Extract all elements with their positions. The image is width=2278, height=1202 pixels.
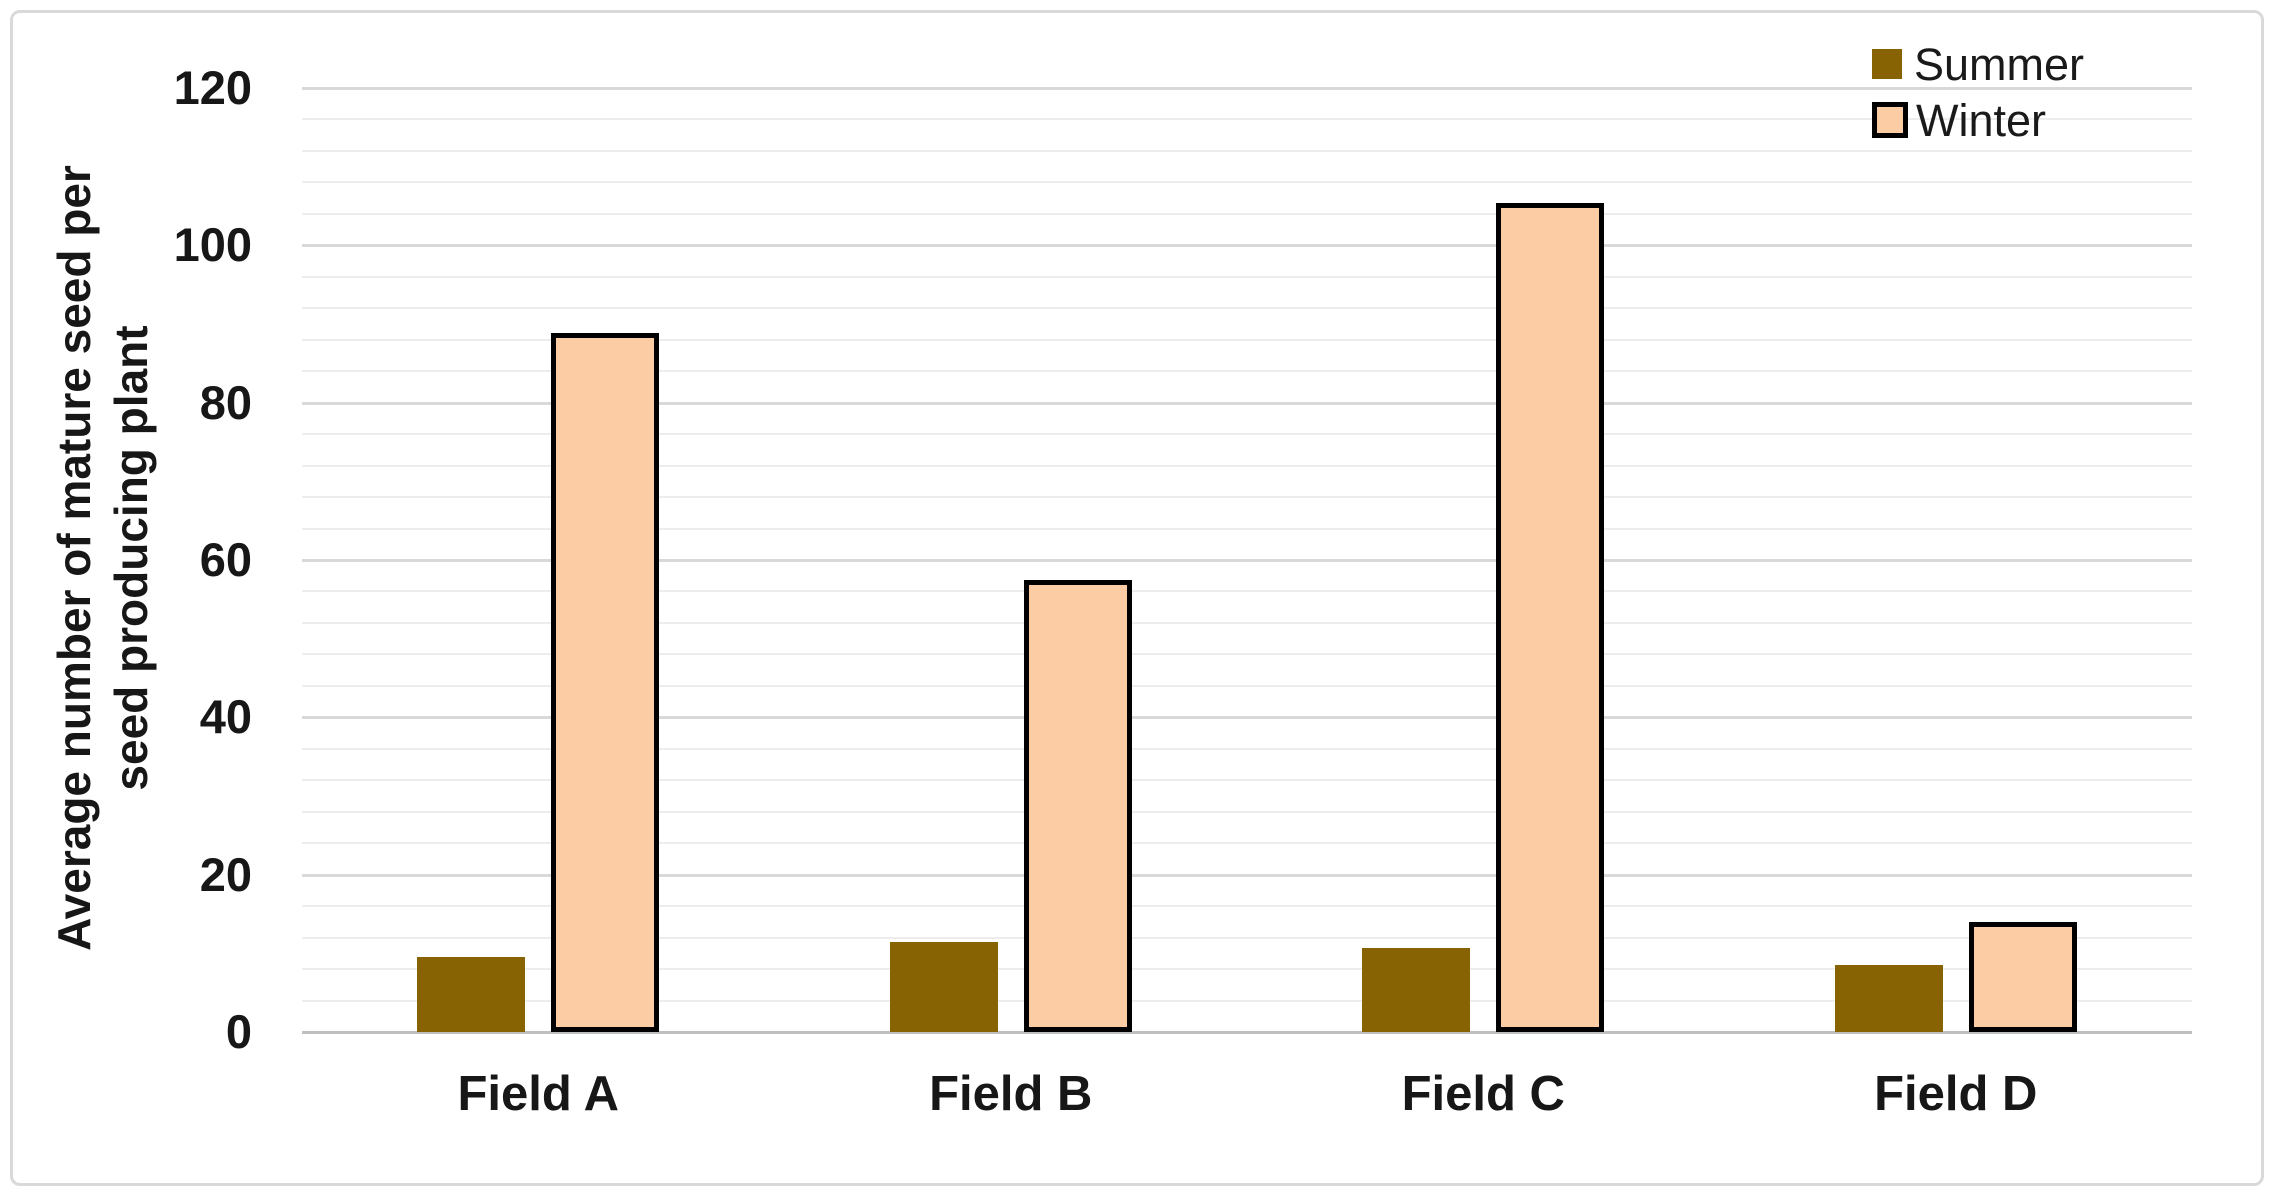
bar-winter-field-d — [1968, 921, 2077, 1032]
legend-label-winter: Winter — [1916, 94, 2047, 146]
x-category-label-field-b: Field B — [929, 1067, 1093, 1121]
minor-gridline — [302, 212, 2192, 215]
x-category-label-field-d: Field D — [1874, 1067, 2038, 1121]
minor-gridline — [302, 307, 2192, 310]
chart-border — [10, 10, 2264, 1186]
major-gridline — [302, 873, 2192, 877]
major-gridline — [302, 559, 2192, 562]
major-gridline — [302, 716, 2192, 720]
minor-gridline — [302, 653, 2192, 656]
minor-gridline — [302, 621, 2192, 624]
y-tick-label: 40 — [199, 690, 252, 744]
bar-winter-field-a — [551, 333, 660, 1032]
minor-gridline — [302, 149, 2192, 152]
minor-gridline — [302, 936, 2192, 939]
bar-winter-field-b — [1023, 580, 1132, 1032]
minor-gridline — [302, 905, 2192, 908]
x-category-label-field-a: Field A — [457, 1067, 620, 1121]
minor-gridline — [302, 118, 2192, 121]
legend-item-summer: Summer — [1872, 36, 2084, 92]
legend: Summer Winter — [1872, 36, 2084, 148]
bar-summer-field-b — [889, 942, 998, 1032]
x-axis-line — [302, 1031, 2192, 1034]
x-category-label-field-c: Field C — [1401, 1067, 1565, 1121]
minor-gridline — [302, 464, 2192, 467]
y-tick-label: 100 — [173, 218, 252, 272]
minor-gridline — [302, 684, 2192, 687]
minor-gridline — [302, 999, 2192, 1002]
minor-gridline — [302, 810, 2192, 813]
legend-marker-summer — [1872, 49, 1902, 79]
bar-summer-field-d — [1834, 965, 1943, 1032]
minor-gridline — [302, 433, 2192, 436]
major-gridline — [302, 401, 2192, 405]
y-tick-label: 20 — [199, 847, 252, 901]
minor-gridline — [302, 496, 2192, 499]
y-tick-label: 120 — [173, 61, 252, 114]
legend-label-summer: Summer — [1914, 38, 2085, 90]
bar-summer-field-a — [417, 957, 526, 1032]
minor-gridline — [302, 968, 2192, 971]
minor-gridline — [302, 181, 2192, 184]
y-tick-label: 80 — [199, 375, 252, 429]
minor-gridline — [302, 370, 2192, 373]
minor-gridline — [302, 842, 2192, 845]
major-gridline — [302, 87, 2192, 90]
minor-gridline — [302, 590, 2192, 593]
minor-gridline — [302, 747, 2192, 750]
legend-marker-winter — [1872, 102, 1908, 138]
y-tick-label: 0 — [225, 1005, 252, 1058]
minor-gridline — [302, 779, 2192, 782]
bar-summer-field-c — [1362, 947, 1471, 1032]
minor-gridline — [302, 275, 2192, 278]
legend-item-winter: Winter — [1872, 92, 2084, 148]
minor-gridline — [302, 527, 2192, 530]
y-tick-label: 60 — [199, 533, 252, 586]
major-gridline — [302, 244, 2192, 248]
minor-gridline — [302, 338, 2192, 341]
bar-winter-field-c — [1496, 202, 1605, 1032]
